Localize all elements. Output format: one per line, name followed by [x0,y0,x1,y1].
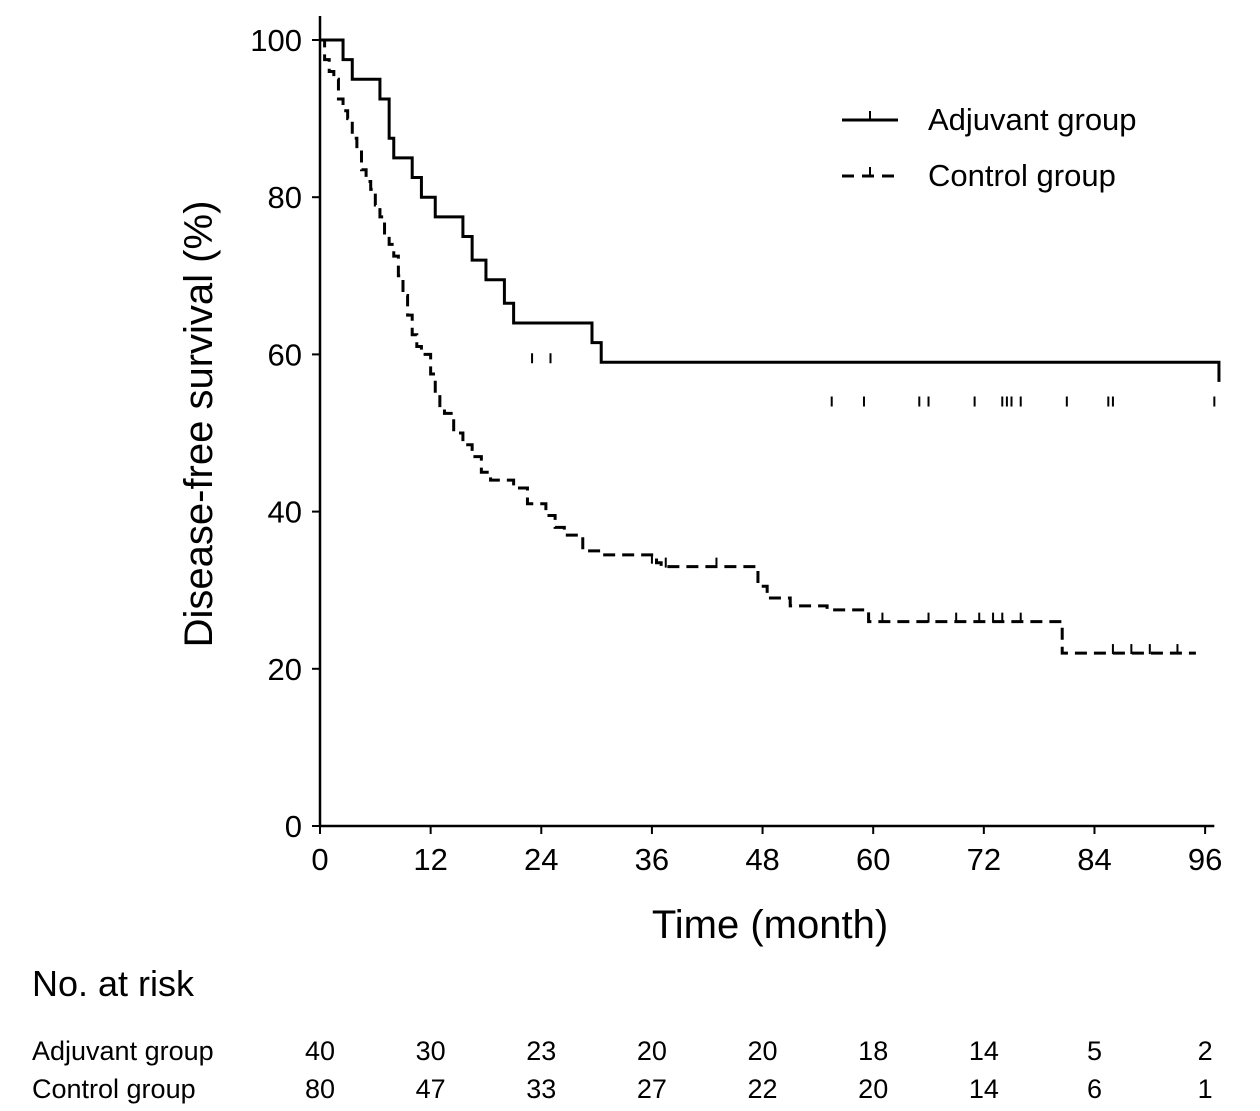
legend-label-adjuvant: Adjuvant group [928,102,1137,137]
x-tick-label: 12 [413,842,447,877]
risk-table-title: No. at risk [32,963,195,1004]
risk-value-control: 27 [637,1074,667,1104]
x-tick-label: 60 [856,842,890,877]
y-axis-ticks: 0 20 40 60 80 100 [250,23,320,844]
risk-value-control: 80 [305,1074,335,1104]
x-tick-label: 96 [1188,842,1222,877]
risk-value-control: 33 [526,1074,556,1104]
survival-curves [320,38,1221,655]
risk-value-control: 14 [969,1074,999,1104]
risk-value-control: 47 [416,1074,446,1104]
risk-table-values: 40 30 23 20 20 18 14 5 2 80 47 33 27 22 20 14 6 1 [305,1036,1213,1104]
risk-value-adjuvant: 5 [1087,1036,1102,1066]
legend-entry-adjuvant: Adjuvant group [842,102,1137,137]
legend-label-control: Control group [928,158,1116,193]
axes [318,16,1215,828]
x-axis-title: Time (month) [652,903,888,947]
x-tick-label: 0 [311,842,328,877]
risk-value-control: 1 [1198,1074,1213,1104]
y-tick-label: 100 [250,23,302,58]
y-tick-label: 40 [268,495,302,530]
risk-value-adjuvant: 40 [305,1036,335,1066]
y-tick-label: 0 [285,809,302,844]
risk-value-adjuvant: 20 [748,1036,778,1066]
x-tick-label: 84 [1077,842,1111,877]
risk-row-label-control: Control group [32,1074,196,1104]
risk-value-control: 6 [1087,1074,1102,1104]
legend-swatch-solid [842,111,898,122]
y-tick-label: 60 [268,337,302,372]
risk-table: No. at risk Adjuvant group Control group… [32,963,1213,1104]
risk-value-adjuvant: 2 [1198,1036,1213,1066]
x-axis-ticks: 0 12 24 36 48 60 72 84 96 [311,826,1222,877]
risk-row-label-adjuvant: Adjuvant group [32,1036,214,1066]
y-tick-label: 80 [268,180,302,215]
risk-value-adjuvant: 18 [858,1036,888,1066]
x-tick-label: 72 [967,842,1001,877]
x-tick-label: 36 [635,842,669,877]
legend: Adjuvant group Control group [842,102,1137,193]
risk-value-adjuvant: 20 [637,1036,667,1066]
y-tick-label: 20 [268,652,302,687]
risk-value-control: 22 [748,1074,778,1104]
risk-value-adjuvant: 30 [416,1036,446,1066]
risk-value-control: 20 [858,1074,888,1104]
legend-entry-control: Control group [842,158,1116,193]
x-tick-label: 48 [745,842,779,877]
survival-curve-adjuvant [320,38,1221,382]
x-tick-label: 24 [524,842,558,877]
risk-value-adjuvant: 23 [526,1036,556,1066]
y-axis-title: Disease-free survival (%) [177,201,221,648]
survival-curve-control [320,38,1196,655]
legend-swatch-dashed [842,167,898,178]
risk-value-adjuvant: 14 [969,1036,999,1066]
